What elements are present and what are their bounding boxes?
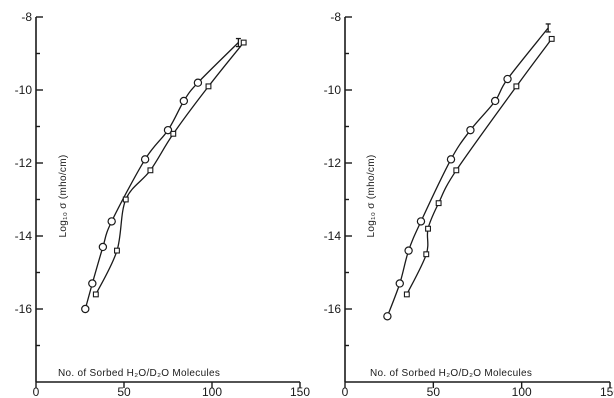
left-square-data-point xyxy=(205,83,212,90)
left-tick-marks xyxy=(35,16,301,388)
right-circle-data-point xyxy=(383,312,392,321)
right-square-data-point xyxy=(453,167,460,174)
left-square-data-point xyxy=(240,39,247,46)
left-y-tick-label: -12 xyxy=(15,156,33,170)
left-circle-series-curve xyxy=(84,42,239,310)
left-circle-data-point xyxy=(88,279,97,288)
left-fitted-curves xyxy=(84,42,245,310)
left-data-points xyxy=(81,37,247,314)
right-circle-data-point xyxy=(490,96,500,106)
left-circle-data-point xyxy=(98,242,108,252)
left-y-tick-label: -8 xyxy=(21,10,32,24)
right-circle-data-point xyxy=(446,155,456,164)
left-square-data-point xyxy=(122,196,129,203)
left-x-tick-label: 0 xyxy=(33,385,40,398)
right-y-tick-label: -16 xyxy=(324,302,342,316)
right-tick-labels: -8 -10 -12 -14 -16 0 50 100 150 xyxy=(324,10,614,398)
right-circle-series-curve xyxy=(386,27,549,317)
right-y-tick-label: -10 xyxy=(324,83,342,97)
left-x-tick-label: 150 xyxy=(290,385,310,398)
right-data-points xyxy=(383,23,555,321)
right-circle-data-point xyxy=(404,246,413,255)
left-y-axis-label: Log₁₀ σ (mho/cm) xyxy=(58,155,69,238)
left-square-data-point xyxy=(92,291,99,298)
left-x-axis-label: No. of Sorbed H₂O/D₂O Molecules xyxy=(58,368,220,379)
right-tick-marks xyxy=(344,16,611,388)
left-y-tick-label: -16 xyxy=(15,302,33,316)
left-error-bar xyxy=(235,37,241,48)
right-x-tick-label: 100 xyxy=(512,385,532,398)
right-circle-data-point xyxy=(503,74,512,84)
right-x-tick-label: 50 xyxy=(427,385,441,398)
right-x-tick-label: 0 xyxy=(342,385,349,398)
right-square-data-point xyxy=(403,291,410,298)
right-error-bar xyxy=(545,23,551,33)
left-circle-data-point xyxy=(107,217,116,226)
left-square-data-point xyxy=(114,247,120,254)
right-square-data-point xyxy=(435,200,442,207)
right-square-data-point xyxy=(548,35,555,42)
right-square-data-point xyxy=(425,225,431,232)
left-circle-data-point xyxy=(193,78,203,87)
right-square-data-point xyxy=(423,251,430,258)
left-square-data-point xyxy=(147,167,154,174)
right-y-tick-label: -14 xyxy=(324,229,342,243)
left-x-tick-label: 100 xyxy=(202,385,222,398)
left-y-tick-label: -10 xyxy=(15,83,33,97)
right-circle-data-point xyxy=(416,217,426,226)
left-circle-data-point xyxy=(179,96,189,106)
left-x-tick-label: 50 xyxy=(117,385,131,398)
left-tick-labels: -8 -10 -12 -14 -16 0 50 100 150 xyxy=(15,10,311,398)
left-circle-data-point xyxy=(163,125,173,135)
right-circle-data-point xyxy=(466,125,475,135)
left-circle-data-point xyxy=(140,155,150,164)
left-square-series-curve xyxy=(95,42,245,295)
right-circle-data-point xyxy=(395,279,404,288)
right-chart-panel: -8 -10 -12 -14 -16 0 50 100 150 No. of Sorbed H₂… xyxy=(324,10,614,398)
left-circle-data-point xyxy=(81,304,90,314)
left-chart-panel: -8 -10 -12 -14 -16 0 50 100 150 No. of Sorbed H₂… xyxy=(15,10,311,398)
right-y-tick-label: -12 xyxy=(324,156,342,170)
right-y-axis-label: Log₁₀ σ (mho/cm) xyxy=(366,155,377,238)
left-y-tick-label: -14 xyxy=(15,229,33,243)
right-y-tick-label: -8 xyxy=(330,10,341,24)
right-x-tick-label: 150 xyxy=(600,385,614,398)
right-fitted-curves xyxy=(386,27,553,317)
right-square-data-point xyxy=(513,83,520,90)
right-x-axis-label: No. of Sorbed H₂O/D₂O Molecules xyxy=(370,368,532,379)
left-square-data-point xyxy=(170,130,177,137)
